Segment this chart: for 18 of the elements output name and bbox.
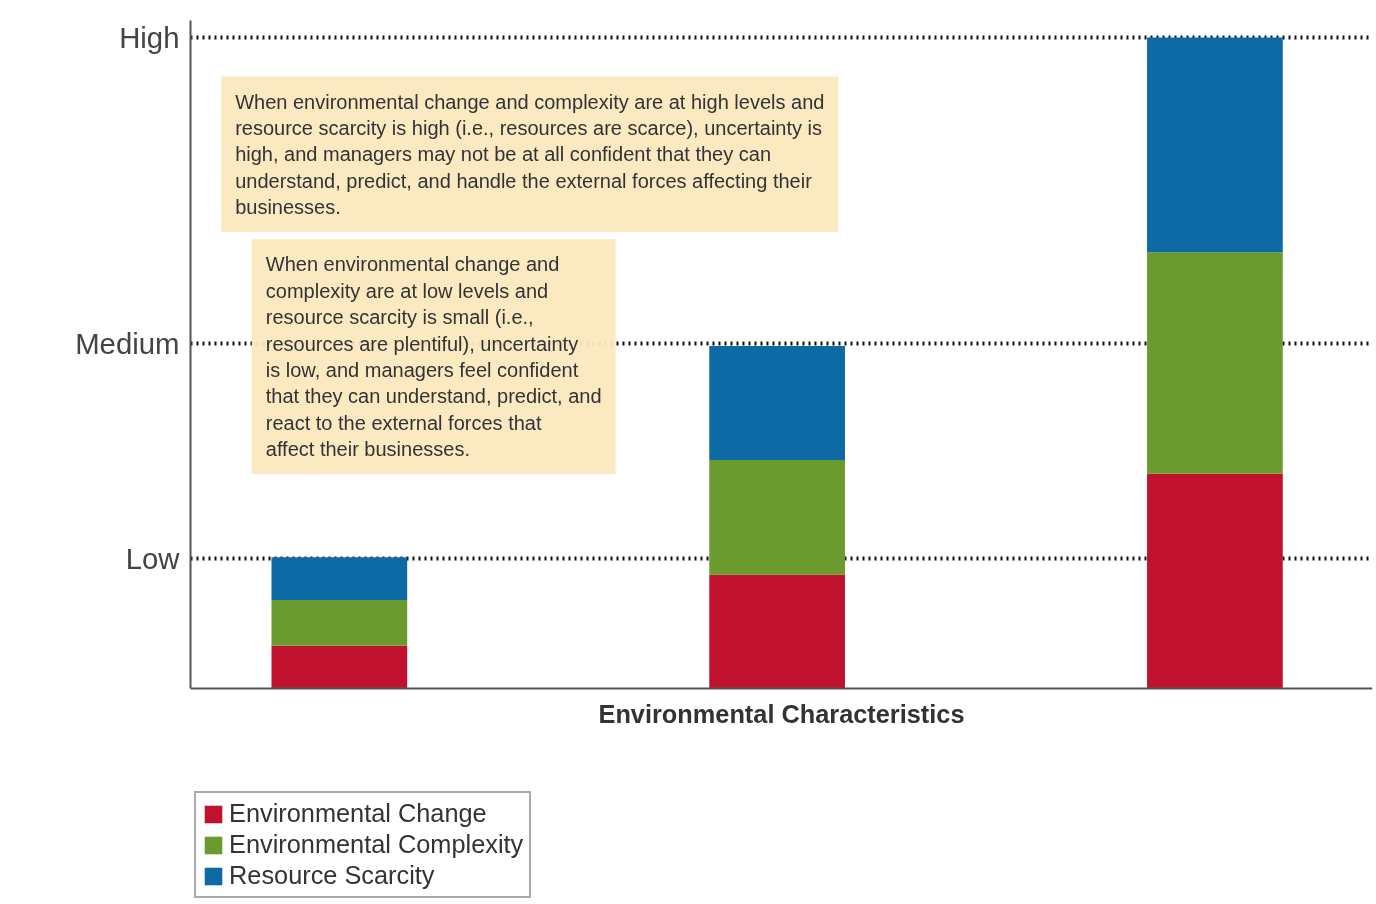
bar — [1147, 37, 1283, 253]
x-axis-title: Environmental Characteristics — [598, 699, 965, 728]
ref-line-label: Medium — [75, 327, 180, 361]
bar — [271, 600, 408, 646]
bar — [1147, 473, 1283, 689]
bar — [709, 460, 845, 575]
ref-line-label: Low — [125, 541, 181, 575]
bar — [271, 557, 408, 601]
bar — [709, 346, 845, 461]
legend-label: Environmental Complexity — [229, 830, 524, 859]
bar — [1147, 252, 1283, 474]
bar — [271, 645, 408, 689]
annotation: When environmental change and complexity are at low levels and resource scarcity is small (i.e., resources are plentiful), uncertainty is low, and managers feel confident that they can understand, predict, and react to the external forces that affect their businesses. — [265, 253, 602, 461]
legend-label: Resource Scarcity — [229, 861, 435, 890]
legend-label: Environmental Change — [229, 799, 487, 828]
bar — [709, 574, 845, 689]
ref-line-label: High — [119, 20, 180, 54]
annotation: When environmental change and complexity are at high levels and resource scarcity is high (i.e., resources are scarce), uncertainty is high, and managers may not be at all confident that they can understand, predict, and handle the external forces affecting their businesses. — [235, 90, 825, 219]
